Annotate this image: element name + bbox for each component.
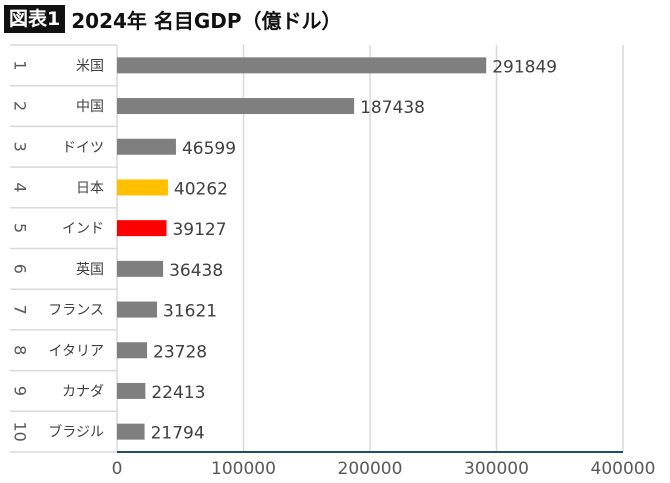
chart-title: 図表1 2024年 名目GDP（億ドル）: [4, 4, 342, 34]
rank-label: 8: [11, 345, 30, 355]
category-label: ブラジル: [48, 424, 104, 441]
data-label: 31621: [163, 302, 217, 322]
data-label: 39127: [172, 220, 226, 240]
category-label: イタリア: [49, 343, 104, 359]
bar: [117, 57, 487, 74]
rank-label: 5: [11, 223, 30, 233]
category-label: 中国: [76, 99, 104, 115]
x-tick-label: 400000: [591, 459, 656, 479]
data-label: 21794: [151, 424, 205, 444]
category-label: インド: [62, 221, 104, 237]
data-label: 291849: [492, 57, 557, 77]
rank-label: 1: [11, 60, 30, 70]
bar: [117, 138, 176, 155]
data-label: 46599: [182, 139, 236, 159]
bar: [117, 179, 168, 196]
x-tick-label: 0: [112, 459, 123, 479]
bar: [117, 301, 158, 318]
category-label: ドイツ: [62, 140, 104, 156]
x-tick-label: 300000: [464, 459, 529, 479]
category-label: 英国: [76, 261, 104, 278]
rank-label: 4: [11, 182, 30, 192]
data-label: 40262: [174, 179, 228, 199]
rank-label: 7: [11, 304, 30, 314]
x-tick-label: 100000: [211, 459, 276, 479]
data-label: 23728: [153, 342, 207, 362]
rank-label: 2: [11, 101, 30, 111]
bar: [117, 220, 167, 237]
rank-label: 6: [11, 264, 30, 274]
category-label: フランス: [48, 303, 104, 319]
category-label: 米国: [76, 58, 104, 74]
bar: [117, 423, 145, 440]
rank-label: 3: [11, 142, 30, 152]
x-tick-label: 200000: [338, 459, 403, 479]
bar: [117, 260, 164, 277]
rank-label: 10: [11, 421, 30, 441]
rank-label: 9: [11, 386, 30, 396]
bar: [117, 342, 148, 359]
bar: [117, 98, 355, 115]
figure-badge: 図表1: [4, 5, 66, 33]
title-text: 2024年 名目GDP（億ドル）: [71, 8, 342, 33]
data-label: 187438: [360, 98, 425, 118]
bar: [117, 382, 146, 399]
category-label: カナダ: [62, 384, 104, 400]
data-label: 36438: [169, 261, 223, 281]
data-label: 22413: [151, 383, 205, 403]
category-label: 日本: [76, 180, 104, 196]
